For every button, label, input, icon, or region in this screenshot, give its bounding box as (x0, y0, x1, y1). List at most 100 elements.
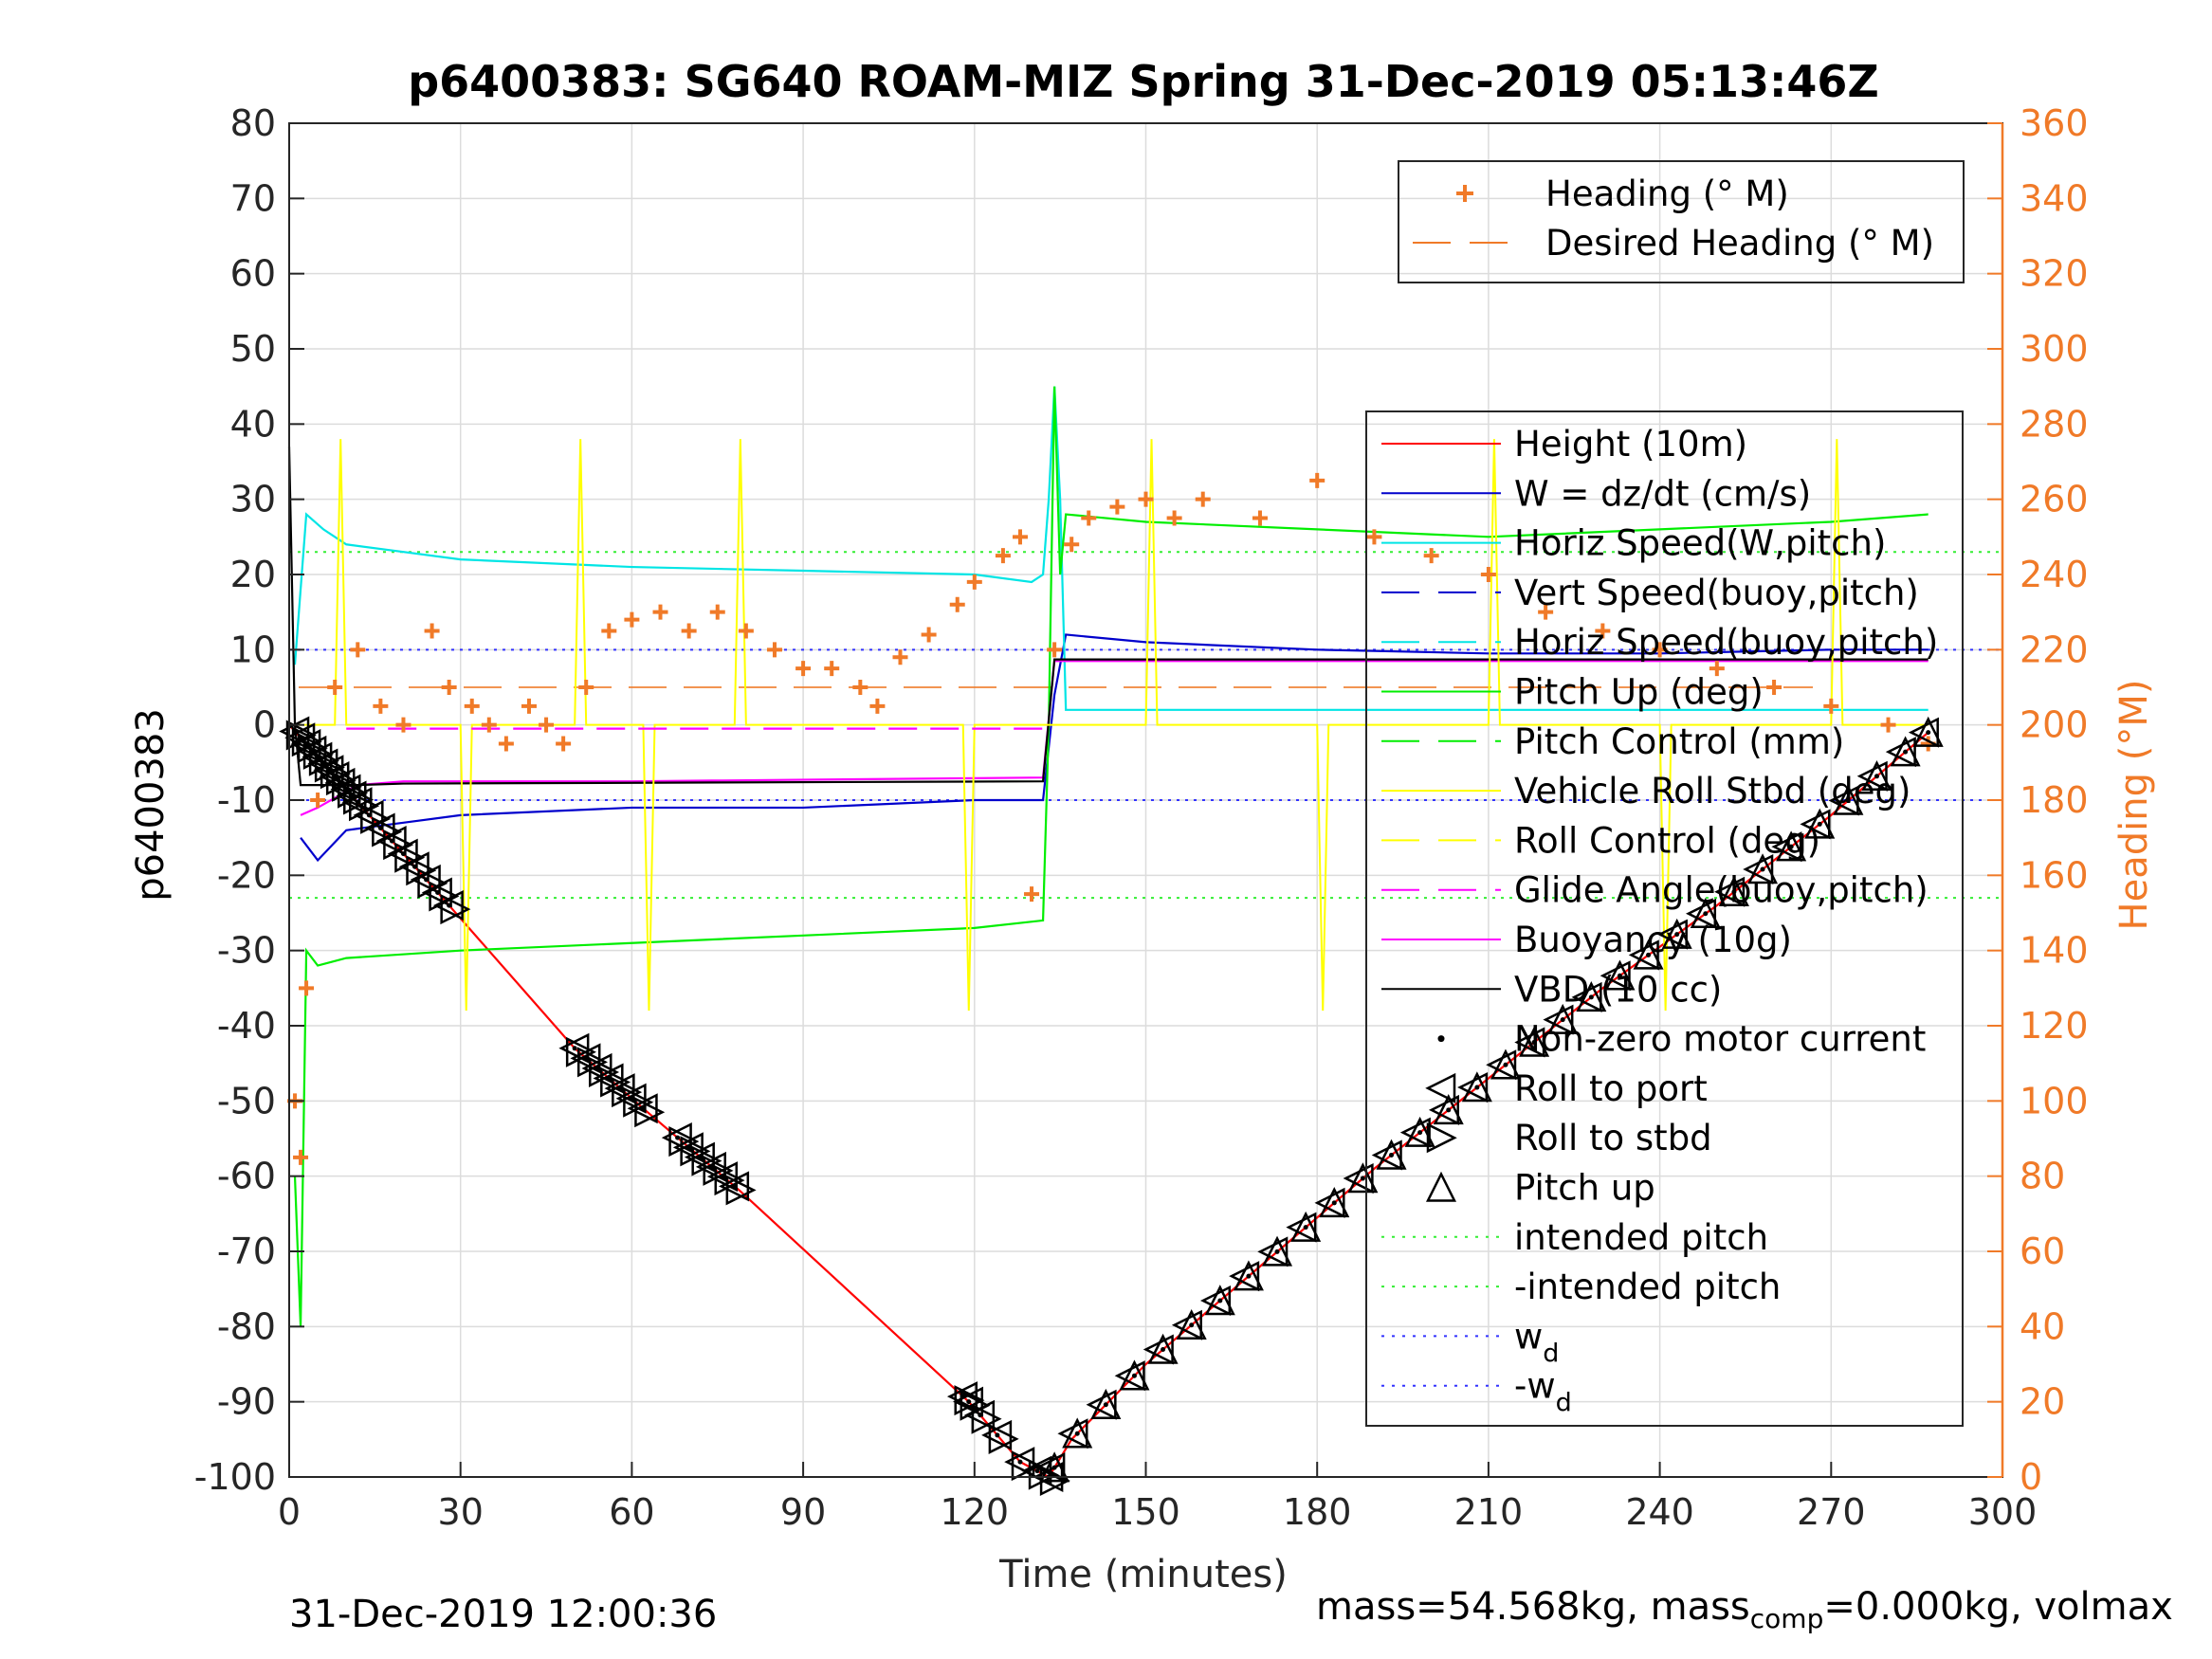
heading-point (1880, 717, 1896, 733)
legend-label: intended pitch (1514, 1217, 1768, 1258)
heading-point (1109, 499, 1125, 515)
y2-tick-label: 160 (2020, 854, 2089, 896)
motor-current-dot (377, 825, 383, 830)
y2-tick-label: 140 (2020, 930, 2089, 972)
roll-to-stbd-marker (971, 1403, 1002, 1434)
x-tick-label: 30 (438, 1491, 484, 1533)
motor-current-dot (1874, 774, 1879, 779)
legend-label: Height (10m) (1514, 424, 1747, 465)
heading-point (350, 642, 366, 658)
pitch-up-marker (1833, 784, 1864, 815)
x-tick-label: 270 (1797, 1491, 1866, 1533)
heading-point (1047, 642, 1063, 658)
pitch-up-marker (1576, 981, 1607, 1012)
heading-point (1766, 680, 1782, 695)
motor-current-dot (1503, 1062, 1508, 1067)
motor-current-dot (1926, 730, 1931, 736)
series-line (289, 439, 1929, 1012)
heading-point (424, 623, 440, 639)
motor-current-dot (1817, 821, 1822, 827)
motor-current-dot (640, 1105, 646, 1111)
y2-tick-label: 60 (2020, 1231, 2065, 1272)
motor-current-dot (1360, 1176, 1365, 1181)
y2-tick-label: 360 (2020, 102, 2089, 144)
roll-to-port-marker (1685, 898, 1717, 929)
roll-to-stbd-marker (725, 1175, 757, 1206)
motor-current-dot (1074, 1431, 1080, 1436)
pitch-up-marker (1490, 1048, 1521, 1080)
pitch-up-marker (1746, 853, 1779, 884)
footer-mass-rest: =0.000kg, volmax (1823, 1585, 2173, 1629)
motor-current-dot (355, 799, 360, 805)
motor-current-dot (1560, 1017, 1565, 1023)
heading-point (293, 1149, 309, 1165)
legend-box (1398, 160, 1965, 283)
motor-current-dot (366, 812, 372, 818)
legend-label: Horiz Speed(buoy,pitch) (1514, 622, 1938, 663)
roll-to-stbd-marker (589, 1056, 620, 1087)
roll-to-port-marker (1571, 981, 1602, 1012)
y-tick-label: -50 (217, 1080, 276, 1121)
heading-point (521, 698, 537, 714)
heading-point (395, 717, 411, 733)
motor-current-dot (412, 864, 418, 869)
motor-current-dot (978, 1413, 983, 1418)
heading-point (1538, 604, 1554, 620)
legend-label: Pitch Up (deg) (1514, 672, 1764, 713)
x-axis-label: Time (minutes) (998, 1553, 1288, 1596)
heading-point (299, 980, 315, 996)
heading-point (1652, 642, 1668, 658)
pitch-up-marker (1147, 1333, 1179, 1364)
y2-tick-label: 20 (2020, 1381, 2065, 1423)
heading-point (1166, 510, 1182, 526)
legend-label: Roll to port (1514, 1068, 1708, 1109)
y-tick-label: -30 (217, 930, 276, 972)
heading-point (373, 698, 389, 714)
motor-current-dot (1703, 911, 1709, 917)
motor-current-dot (1051, 1465, 1057, 1470)
legend-label: W = dz/dt (cm/s) (1514, 473, 1811, 514)
y2-tick-label: 120 (2020, 1005, 2089, 1047)
series-line (293, 386, 1929, 1327)
motor-current-dot (1131, 1373, 1137, 1378)
motor-current-dot (1417, 1130, 1423, 1136)
roll-to-port-marker (1143, 1334, 1174, 1365)
x-tick-label: 90 (780, 1491, 826, 1533)
motor-current-dot (629, 1096, 634, 1102)
axes: 0 30 60 90 120 150 180 210 240 270 300807060504030… (194, 102, 2089, 1533)
pitch-up-marker (1718, 875, 1749, 907)
heading-point (464, 698, 480, 714)
roll-to-port-marker (1171, 1309, 1202, 1340)
heading-point (949, 596, 965, 612)
motor-current-dot (686, 1144, 692, 1150)
y-tick-label: -90 (217, 1381, 276, 1423)
legend-label: Vert Speed(buoy,pitch) (1514, 573, 1919, 613)
motor-current-dot (594, 1066, 600, 1071)
legend-label: Horiz Speed(W,pitch) (1514, 523, 1886, 564)
roll-to-port-marker (1543, 1004, 1574, 1035)
heading-point (1081, 510, 1097, 526)
x-tick-label: 300 (1968, 1491, 2038, 1533)
y-tick-label: 10 (230, 629, 276, 670)
heading-point (852, 680, 868, 695)
roll-to-port-marker (1800, 809, 1831, 840)
roll-to-port-marker (1257, 1236, 1289, 1267)
motor-current-dot (1303, 1225, 1308, 1231)
pitch-up-marker (1404, 1116, 1435, 1147)
pitch-up-marker (1233, 1260, 1264, 1291)
roll-to-port-marker (1034, 1452, 1066, 1484)
heading-point (1823, 698, 1839, 714)
motor-current-dot (966, 1399, 972, 1405)
roll-to-port-marker (1457, 1072, 1489, 1103)
y-tick-label: 40 (230, 403, 276, 445)
heading-point (921, 627, 937, 643)
y2-axis-label: Heading (°M) (2112, 680, 2156, 931)
motor-current-dot (675, 1135, 681, 1140)
motor-current-dot (1331, 1200, 1337, 1206)
roll-to-port-marker (1200, 1285, 1232, 1316)
pitch-up-marker (1204, 1285, 1235, 1316)
motor-current-dot (1788, 844, 1794, 849)
motor-current-dot (1189, 1322, 1195, 1328)
motor-current-dot (1161, 1347, 1166, 1353)
heading-point (1480, 567, 1496, 582)
